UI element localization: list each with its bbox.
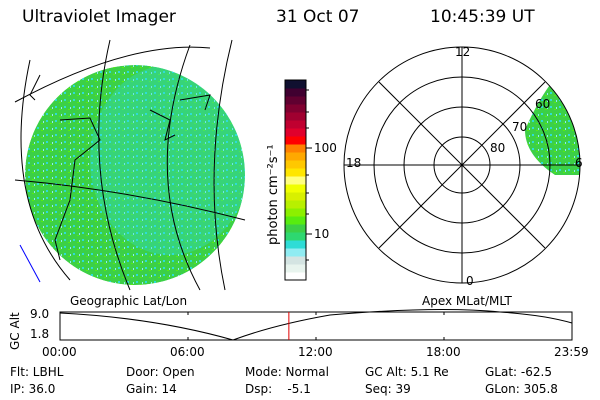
- colorbar-stripe: [285, 88, 306, 97]
- colorbar-stripe: [285, 256, 306, 265]
- xtick-1800: 18:00: [426, 345, 461, 359]
- xtick-1200: 12:00: [298, 345, 333, 359]
- colorbar-ticks: [306, 89, 312, 261]
- polar-label-18: 18: [346, 156, 362, 170]
- colorbar-stripe: [285, 152, 306, 161]
- apex-caption: Apex MLat/MLT: [422, 294, 512, 308]
- colorbar-stripe: [285, 184, 306, 193]
- colorbar-stripe: [285, 248, 306, 257]
- xtick-0000: 00:00: [42, 345, 77, 359]
- colorbar-stripe: [285, 272, 306, 281]
- colorbar-stripe: [285, 208, 306, 217]
- geographic-map: [25, 65, 245, 285]
- colorbar-stripe: [285, 96, 306, 105]
- glat-status: GLat: -62.5: [485, 365, 552, 379]
- polar-label-12: 12: [455, 45, 471, 59]
- glon-status: GLon: 305.8: [485, 382, 558, 396]
- altitude-ticks: [187, 312, 445, 340]
- colorbar-stripe: [285, 136, 306, 145]
- polar-label-60: 60: [535, 97, 551, 111]
- colorbar-stripe: [285, 144, 306, 153]
- seq-status: Seq: 39: [365, 382, 411, 396]
- colorbar-stripe: [285, 232, 306, 241]
- gc-alt-status: GC Alt: 5.1 Re: [365, 365, 449, 379]
- polar-grid: [343, 46, 581, 284]
- altitude-ymax: 9.0: [30, 307, 50, 321]
- colorbar-stripe: [285, 264, 306, 273]
- geographic-caption: Geographic Lat/Lon: [70, 294, 188, 308]
- colorbar-stripe: [285, 168, 306, 177]
- polar-label-0: 0: [466, 274, 474, 288]
- filter-status: Flt: LBHL: [10, 365, 64, 379]
- xtick-2359: 23:59: [554, 345, 589, 359]
- altitude-ylabel: GC Alt: [8, 312, 22, 350]
- colorbar: [285, 80, 306, 281]
- colorbar-stripe: [285, 160, 306, 169]
- colorbar-label: photon cm⁻²s⁻¹: [266, 144, 281, 245]
- colorbar-stripe: [285, 104, 306, 113]
- colorbar-stripe: [285, 216, 306, 225]
- colorbar-stripe: [285, 112, 306, 121]
- dsp-status: Dsp: -5.1: [245, 382, 311, 396]
- polar-label-70: 70: [512, 120, 528, 134]
- date-label: 31 Oct 07: [276, 7, 360, 27]
- colorbar-tick-100: 100: [314, 141, 337, 155]
- altitude-curve: [59, 309, 573, 341]
- colorbar-stripe: [285, 224, 306, 233]
- coastline-blue: [19, 244, 41, 283]
- polar-label-80: 80: [490, 141, 506, 155]
- door-status: Door: Open: [126, 365, 195, 379]
- colorbar-frame: [284, 79, 307, 281]
- mode-status: Mode: Normal: [245, 365, 329, 379]
- time-label: 10:45:39 UT: [430, 7, 535, 27]
- polar-label-6: 6: [575, 156, 583, 170]
- ip-status: IP: 36.0: [10, 382, 56, 396]
- gain-status: Gain: 14: [126, 382, 177, 396]
- colorbar-stripe: [285, 192, 306, 201]
- colorbar-stripe: [285, 120, 306, 129]
- colorbar-stripe: [285, 128, 306, 137]
- instrument-title: Ultraviolet Imager: [22, 7, 176, 27]
- altitude-ymin: 1.8: [30, 327, 50, 341]
- xtick-0600: 06:00: [170, 345, 205, 359]
- altitude-plot-frame: [59, 311, 573, 341]
- colorbar-stripe: [285, 80, 306, 89]
- colorbar-stripe: [285, 176, 306, 185]
- colorbar-stripe: [285, 200, 306, 209]
- map-grid-lines: [14, 39, 246, 291]
- colorbar-stripe: [285, 240, 306, 249]
- colorbar-tick-10: 10: [314, 227, 330, 241]
